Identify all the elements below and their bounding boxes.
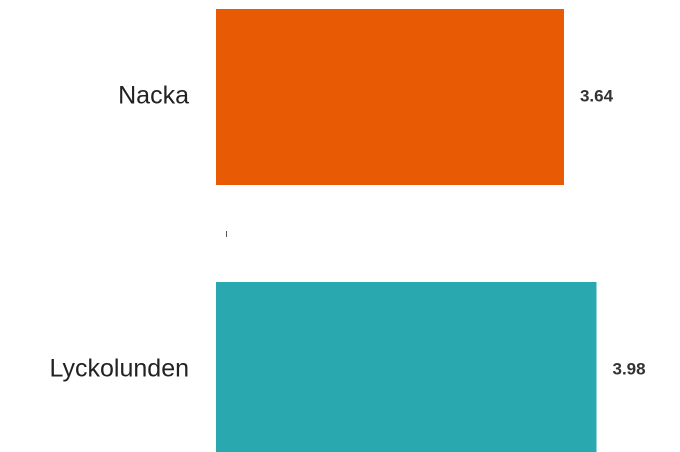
bar-nacka xyxy=(216,9,564,185)
labels-layer: Nacka 3.64 Lyckolunden 3.98 xyxy=(50,82,646,383)
value-label: 3.98 xyxy=(612,359,645,378)
bars-layer xyxy=(216,9,597,452)
category-label: Nacka xyxy=(118,82,189,110)
category-label: Lyckolunden xyxy=(50,355,189,383)
bar-lyckolunden xyxy=(216,282,597,452)
value-label: 3.64 xyxy=(580,86,614,105)
